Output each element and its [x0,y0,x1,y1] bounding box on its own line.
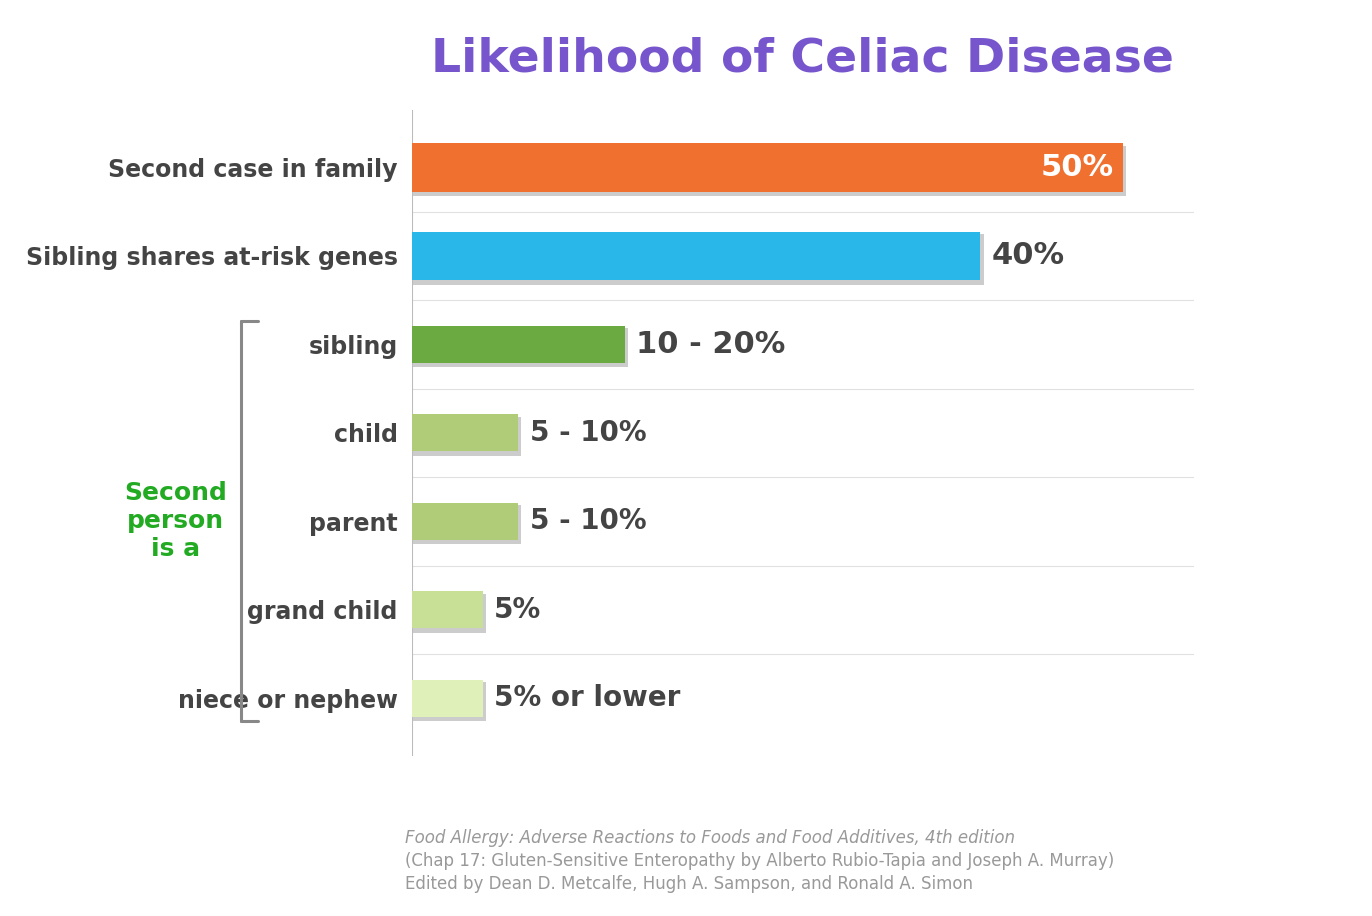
Text: (Chap 17: Gluten-Sensitive Enteropathy by Alberto Rubio-Tapia and Joseph A. Murr: (Chap 17: Gluten-Sensitive Enteropathy b… [405,852,1114,870]
Bar [412,680,483,717]
Title: Likelihood of Celiac Disease: Likelihood of Celiac Disease [431,36,1174,81]
Text: 5% or lower: 5% or lower [494,684,681,713]
Bar [412,326,624,363]
Text: Edited by Dean D. Metcalfe, Hugh A. Sampson, and Ronald A. Simon: Edited by Dean D. Metcalfe, Hugh A. Samp… [405,875,973,893]
Text: 50%: 50% [1041,153,1114,182]
Text: 5 - 10%: 5 - 10% [530,419,646,447]
Bar [413,417,521,456]
Text: Food Allergy: Adverse Reactions to Foods and Food Additives, 4th edition: Food Allergy: Adverse Reactions to Foods… [405,829,1015,847]
Text: 10 - 20%: 10 - 20% [637,330,786,359]
Text: 5%: 5% [494,595,542,624]
Bar [412,143,1122,191]
Text: 5 - 10%: 5 - 10% [530,507,646,535]
Bar [413,234,984,285]
Bar [413,146,1126,196]
Text: 40%: 40% [992,242,1065,270]
Bar [412,591,483,628]
Bar [413,329,628,367]
Bar [412,503,519,540]
Bar [412,414,519,452]
Bar [413,594,486,633]
Bar [413,682,486,721]
Text: Second
person
is a: Second person is a [123,482,226,562]
Bar [413,506,521,544]
Bar [412,232,981,280]
